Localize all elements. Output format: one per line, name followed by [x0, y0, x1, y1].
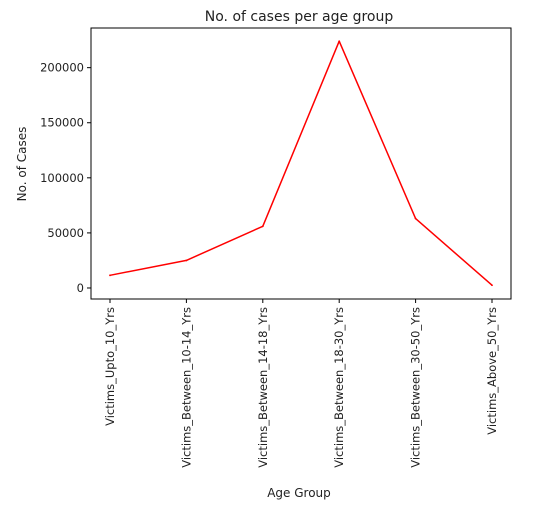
x-tick-label: Victims_Above_50_Yrs — [485, 307, 499, 435]
y-tick-label: 150000 — [40, 116, 84, 130]
series-layer — [109, 40, 493, 287]
x-axis: Victims_Upto_10_Yrs Victims_Between_10-14… — [103, 299, 499, 468]
y-tick-label: 50000 — [47, 226, 84, 240]
x-tick-label: Victims_Upto_10_Yrs — [103, 307, 117, 426]
y-tick-label: 100000 — [40, 171, 84, 185]
x-tick-label: Victims_Between_18-30_Yrs — [332, 307, 346, 468]
x-tick-label: Victims_Between_14-18_Yrs — [256, 307, 270, 468]
plot-area-frame — [90, 27, 512, 300]
data-point — [261, 225, 264, 228]
series-line — [109, 40, 493, 286]
data-point — [185, 259, 188, 262]
y-axis-title: No. of Cases — [15, 127, 29, 202]
data-point — [338, 40, 341, 43]
y-tick-label: 0 — [77, 281, 84, 295]
x-axis-title: Age Group — [267, 486, 331, 500]
y-axis: 0 50000 100000 150000 200000 — [40, 61, 91, 295]
y-tick-label: 200000 — [40, 61, 84, 75]
data-point — [491, 284, 493, 287]
x-tick-label: Victims_Between_30-50_Yrs — [409, 307, 423, 468]
x-tick-label: Victims_Between_10-14_Yrs — [179, 307, 193, 468]
data-point — [414, 217, 417, 220]
data-point — [109, 274, 111, 277]
chart-title: No. of cases per age group — [205, 9, 394, 25]
